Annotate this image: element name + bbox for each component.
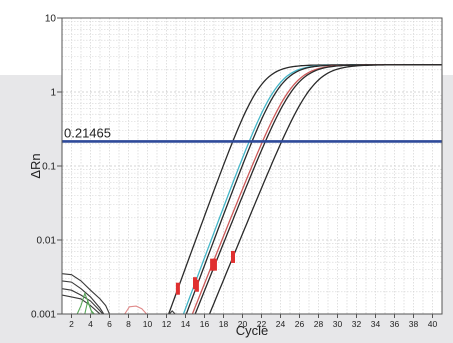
x-tick-label: 10 [143,319,153,329]
amplification-curve [208,64,442,314]
x-tick-label: 30 [333,319,343,329]
ct-marker [212,258,217,271]
x-tick-label: 38 [409,319,419,329]
x-tick-label: 22 [257,319,267,329]
x-tick-label: 4 [88,319,93,329]
y-axis-label: ΔRn [28,153,43,178]
x-tick-label: 14 [181,319,191,329]
x-tick-label: 32 [352,319,362,329]
x-tick-label: 28 [314,319,324,329]
x-axis-label: Cycle [236,323,269,338]
baseline-noise-line [84,299,95,314]
baseline-noise-line [124,305,148,314]
x-tick-label: 40 [428,319,438,329]
threshold: 0.21465 [62,125,442,143]
x-tick-label: 20 [238,319,248,329]
y-tick-label: 1 [50,88,56,99]
ct-marker [231,250,235,263]
y-tick-label: 0.1 [42,162,56,173]
baseline-noise-line [62,280,105,314]
x-tick-label: 8 [126,319,131,329]
x-axis-ticks: 2 4 6 8 10 12 14 16 18 20 22 24 26 28 30 32 34 36 38 40 [69,314,437,329]
x-tick-label: 12 [162,319,172,329]
baseline-noise-line [62,288,104,314]
ct-marker [175,282,180,295]
x-tick-label: 18 [219,319,229,329]
ct-marker [210,258,215,271]
y-tick-label: 0.001 [31,310,56,321]
threshold-label: 0.21465 [64,125,111,140]
grid [61,17,443,315]
x-tick-label: 24 [276,319,286,329]
x-tick-label: 6 [107,319,112,329]
baseline-noise [62,273,176,314]
y-axis-ticks: 10 1 0.1 0.01 0.001 [31,14,62,321]
baseline-noise-line [62,294,101,314]
amplification-curves [167,64,442,314]
x-tick-label: 2 [69,319,74,329]
y-tick-label: 10 [45,14,57,25]
x-tick-label: 34 [371,319,381,329]
baseline-noise-line [168,310,176,314]
ct-markers [175,250,235,295]
x-tick-label: 36 [390,319,400,329]
baseline-noise-line [62,273,111,314]
x-tick-label: 26 [295,319,305,329]
y-tick-label: 0.01 [37,236,57,247]
x-tick-label: 16 [200,319,210,329]
ct-marker [194,279,199,292]
